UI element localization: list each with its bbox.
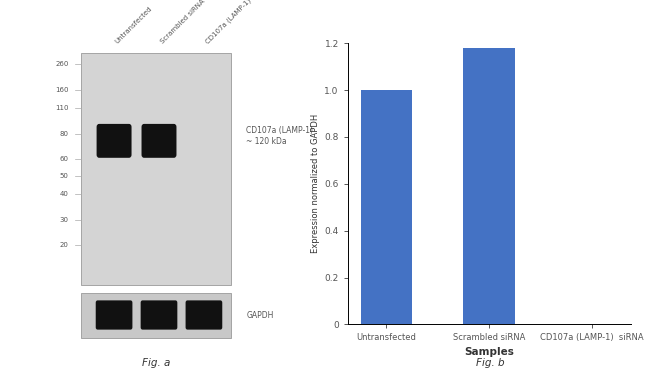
Bar (361, 90, 412, 324)
FancyBboxPatch shape (186, 300, 222, 330)
Bar (81, 292, 231, 338)
FancyBboxPatch shape (96, 300, 133, 330)
Text: 50: 50 (60, 173, 69, 179)
Bar (463, 48, 515, 324)
Text: 20: 20 (60, 243, 69, 249)
Text: 160: 160 (55, 87, 69, 93)
Text: Fig. b: Fig. b (476, 357, 505, 368)
Y-axis label: Expression normalized to GAPDH: Expression normalized to GAPDH (311, 114, 320, 254)
X-axis label: Samples: Samples (464, 346, 514, 357)
Text: Fig. a: Fig. a (142, 357, 170, 368)
Text: CD107a (LAMP-1)
~ 120 kDa: CD107a (LAMP-1) ~ 120 kDa (246, 126, 313, 146)
FancyBboxPatch shape (97, 124, 131, 158)
Text: 110: 110 (55, 105, 69, 111)
Text: GAPDH: GAPDH (246, 310, 274, 320)
FancyBboxPatch shape (142, 124, 176, 158)
Text: Untransfected: Untransfected (114, 6, 153, 45)
Text: CD107a (LAMP-1) siRNA: CD107a (LAMP-1) siRNA (204, 0, 268, 45)
FancyBboxPatch shape (140, 300, 177, 330)
Text: 40: 40 (60, 191, 69, 197)
Text: 80: 80 (60, 131, 69, 137)
Text: Scrambled siRNA: Scrambled siRNA (159, 0, 205, 45)
Text: 260: 260 (55, 61, 69, 67)
Text: 30: 30 (60, 217, 69, 223)
Bar (81, 53, 231, 285)
Text: 60: 60 (60, 156, 69, 162)
